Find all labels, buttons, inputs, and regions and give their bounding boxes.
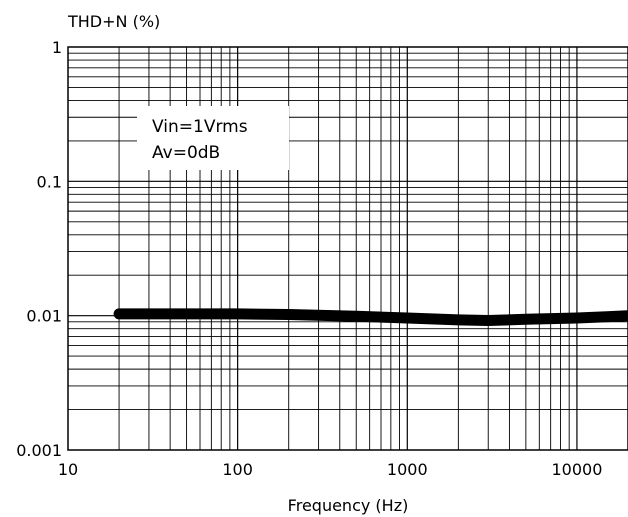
y-tick-labels: 1 0.1 0.01 0.001	[16, 38, 62, 460]
x-tick-labels: 10 100 1000 10000	[58, 460, 603, 479]
x-tick-label: 10000	[551, 460, 602, 479]
annotation-av: Av=0dB	[152, 143, 220, 163]
y-tick-label: 0.1	[37, 172, 62, 191]
x-tick-label: 100	[222, 460, 253, 479]
series-line	[113, 308, 628, 326]
y-axis-title: THD+N (%)	[67, 12, 160, 31]
y-tick-label: 1	[52, 38, 62, 57]
y-tick-label: 0.01	[26, 307, 62, 326]
x-tick-label: 1000	[387, 460, 428, 479]
annotation-vin: Vin=1Vrms	[152, 117, 248, 137]
x-tick-label: 10	[58, 460, 78, 479]
annotation-background	[137, 106, 289, 170]
plot-frame	[67, 46, 628, 451]
y-tick-label: 0.001	[16, 441, 62, 460]
annotation-box: Vin=1Vrms Av=0dB	[137, 106, 289, 170]
series-layer	[113, 308, 628, 326]
x-axis-title: Frequency (Hz)	[288, 496, 409, 515]
